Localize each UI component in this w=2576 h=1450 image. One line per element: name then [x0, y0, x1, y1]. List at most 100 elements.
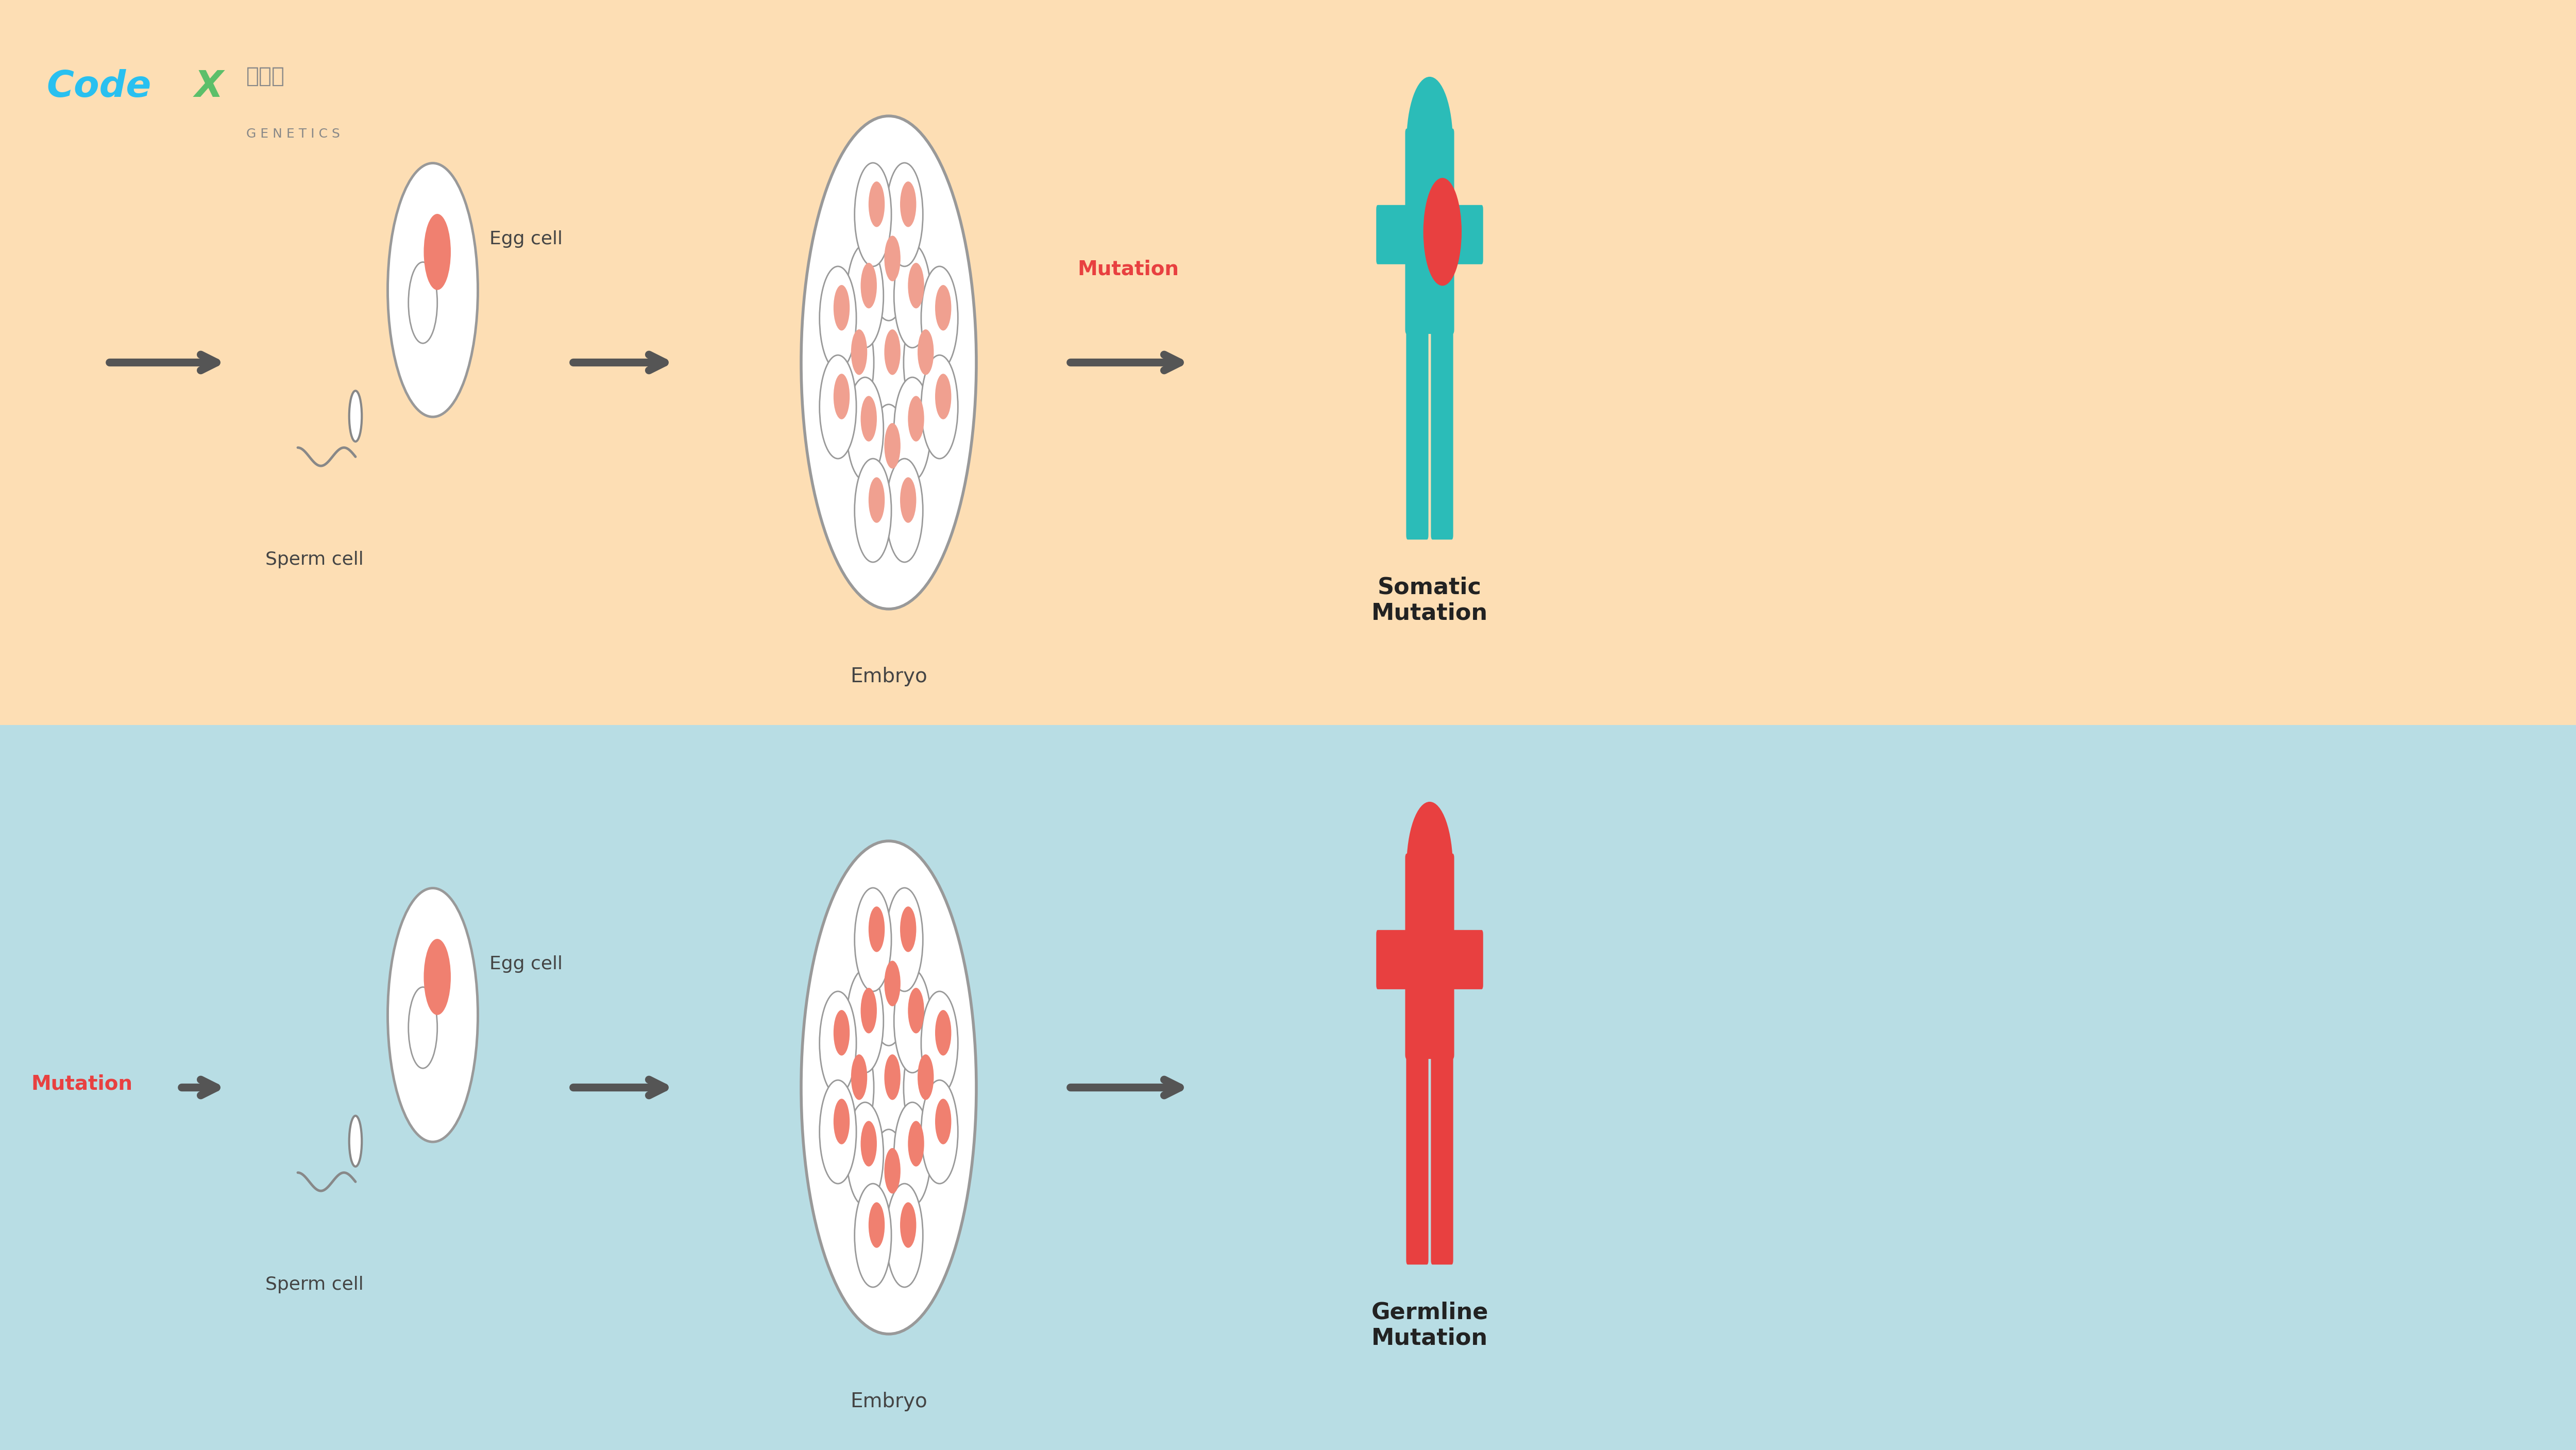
Circle shape [835, 1099, 850, 1144]
Circle shape [386, 887, 479, 1143]
Circle shape [837, 310, 873, 415]
Circle shape [922, 355, 958, 458]
Circle shape [886, 887, 922, 992]
Circle shape [922, 992, 958, 1095]
Circle shape [935, 374, 951, 419]
Circle shape [860, 1121, 876, 1166]
Text: Egg cell: Egg cell [489, 956, 562, 973]
Circle shape [922, 1080, 958, 1183]
Text: Egg cell: Egg cell [489, 231, 562, 248]
FancyBboxPatch shape [1404, 854, 1455, 1058]
Circle shape [860, 262, 876, 309]
Circle shape [835, 286, 850, 331]
Circle shape [871, 218, 907, 320]
Circle shape [410, 987, 438, 1069]
Circle shape [871, 1130, 907, 1233]
Circle shape [899, 181, 917, 228]
Circle shape [871, 1035, 907, 1140]
Circle shape [884, 1054, 902, 1101]
Text: Embryo: Embryo [850, 1392, 927, 1412]
Text: Mutation: Mutation [31, 1074, 131, 1093]
Circle shape [884, 961, 902, 1006]
Circle shape [907, 1121, 925, 1166]
Circle shape [899, 906, 917, 953]
Text: G E N E T I C S: G E N E T I C S [247, 128, 340, 141]
Circle shape [922, 267, 958, 370]
Circle shape [422, 215, 451, 290]
Ellipse shape [350, 392, 361, 441]
Circle shape [894, 244, 930, 348]
FancyBboxPatch shape [0, 0, 2576, 725]
FancyBboxPatch shape [1406, 1054, 1430, 1264]
Circle shape [884, 1148, 902, 1193]
Circle shape [894, 1102, 930, 1206]
FancyBboxPatch shape [1376, 929, 1484, 989]
FancyBboxPatch shape [1404, 129, 1455, 334]
Circle shape [848, 244, 884, 348]
Circle shape [1406, 802, 1453, 932]
Circle shape [868, 181, 884, 228]
Circle shape [848, 377, 884, 481]
Text: Code: Code [46, 70, 152, 104]
Circle shape [855, 887, 891, 992]
Circle shape [917, 329, 933, 376]
Circle shape [422, 940, 451, 1015]
FancyBboxPatch shape [1406, 329, 1430, 539]
Circle shape [819, 1080, 855, 1183]
Ellipse shape [350, 1117, 361, 1166]
Circle shape [886, 162, 922, 267]
Circle shape [886, 1183, 922, 1288]
Circle shape [868, 906, 884, 953]
Circle shape [1425, 178, 1461, 286]
Circle shape [801, 116, 976, 609]
Circle shape [904, 310, 940, 415]
Circle shape [871, 943, 907, 1045]
Circle shape [855, 458, 891, 563]
Circle shape [850, 329, 868, 376]
Circle shape [899, 477, 917, 523]
Circle shape [935, 1099, 951, 1144]
Circle shape [935, 286, 951, 331]
Text: Embryo: Embryo [850, 667, 927, 687]
Circle shape [801, 841, 976, 1334]
Circle shape [819, 992, 855, 1095]
Circle shape [871, 405, 907, 508]
Circle shape [850, 1054, 868, 1101]
Circle shape [868, 1202, 884, 1248]
Circle shape [855, 162, 891, 267]
Circle shape [860, 987, 876, 1034]
Circle shape [819, 267, 855, 370]
Text: Germline
Mutation: Germline Mutation [1370, 1302, 1489, 1349]
FancyBboxPatch shape [1430, 1054, 1453, 1264]
Circle shape [884, 236, 902, 281]
Circle shape [410, 262, 438, 344]
Text: 科德施: 科德施 [247, 65, 283, 87]
Text: X: X [196, 70, 224, 104]
Circle shape [868, 477, 884, 523]
Circle shape [935, 1011, 951, 1056]
Circle shape [894, 969, 930, 1073]
Circle shape [917, 1054, 933, 1101]
Circle shape [835, 374, 850, 419]
Text: Sperm cell: Sperm cell [265, 551, 363, 568]
FancyBboxPatch shape [1430, 329, 1453, 539]
Circle shape [904, 1035, 940, 1140]
Circle shape [884, 329, 902, 376]
FancyBboxPatch shape [1376, 204, 1484, 264]
Circle shape [884, 423, 902, 468]
Circle shape [860, 396, 876, 441]
Circle shape [899, 1202, 917, 1248]
Circle shape [819, 355, 855, 458]
FancyBboxPatch shape [0, 725, 2576, 1450]
Circle shape [1406, 77, 1453, 207]
Circle shape [386, 164, 479, 418]
Circle shape [871, 310, 907, 415]
Circle shape [837, 1035, 873, 1140]
Circle shape [835, 1011, 850, 1056]
Circle shape [907, 987, 925, 1034]
Circle shape [894, 377, 930, 481]
Circle shape [886, 458, 922, 563]
Text: Mutation: Mutation [1077, 260, 1180, 280]
Circle shape [907, 262, 925, 309]
Text: Somatic
Mutation: Somatic Mutation [1370, 577, 1489, 624]
